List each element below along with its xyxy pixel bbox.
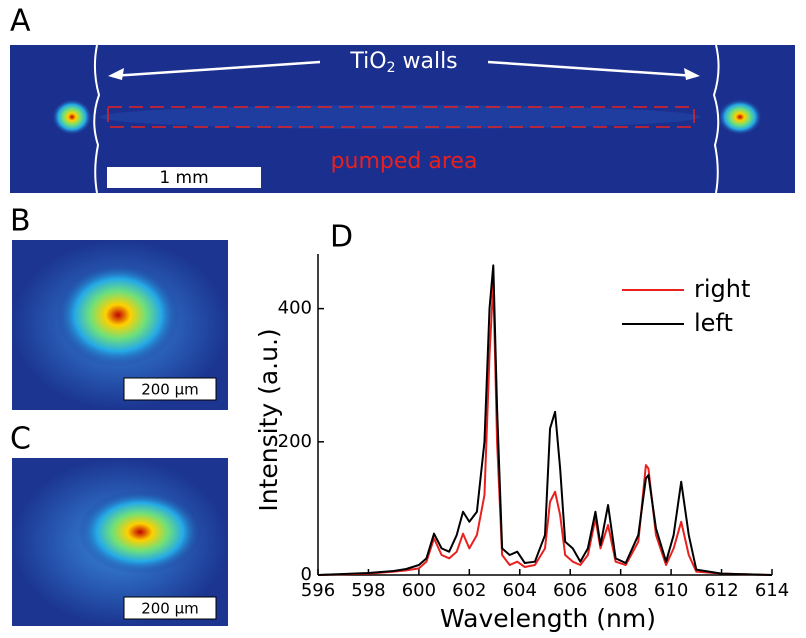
y-tick-label: 200 [278,431,312,452]
panel-label: A [10,4,31,39]
x-axis-label: Wavelength (nm) [440,604,656,633]
spot [718,99,762,135]
scale-label: 1 mm [159,168,208,188]
wall [93,44,101,194]
walls-sub: 2 [387,60,396,76]
x-tick-label: 610 [654,580,688,601]
scale-label: 200 µm [141,600,199,618]
panel-label: D [330,220,353,255]
arrow [111,60,321,78]
x-tick-label: 606 [553,580,587,601]
x-tick-label: 612 [704,580,738,601]
spot [78,490,202,574]
panel-label: B [10,204,31,239]
x-tick-label: 604 [503,580,537,601]
scale-bar [123,596,217,620]
arrow-head [108,68,124,80]
x-tick-label: 602 [452,580,486,601]
x-tick-label: 608 [603,580,637,601]
scale-bar [107,167,261,188]
y-tick-label: 0 [301,564,312,585]
pumped-box [107,106,695,128]
legend-label: left [694,309,733,337]
scale-bar [123,377,217,401]
walls-label: TiO2 walls [349,49,457,76]
wall [712,44,720,194]
legend-label: right [694,275,750,303]
arrow [487,60,697,78]
pumped-label: pumped area [331,149,478,174]
x-tick-label: 598 [351,580,385,601]
x-tick-label: 596 [301,580,335,601]
arrow-head [684,68,700,80]
beam [100,105,700,129]
walls-tail: walls [395,49,457,74]
line [317,264,773,576]
x-tick-label: 614 [755,580,789,601]
y-tick-label: 400 [278,298,312,319]
scale-label: 200 µm [141,381,199,399]
walls-text: TiO [349,49,386,74]
panel-label: C [10,422,31,457]
spot [52,99,92,135]
x-tick-label: 600 [402,580,436,601]
y-axis-label: Intensity (a.u.) [254,328,283,511]
spot [56,263,180,367]
